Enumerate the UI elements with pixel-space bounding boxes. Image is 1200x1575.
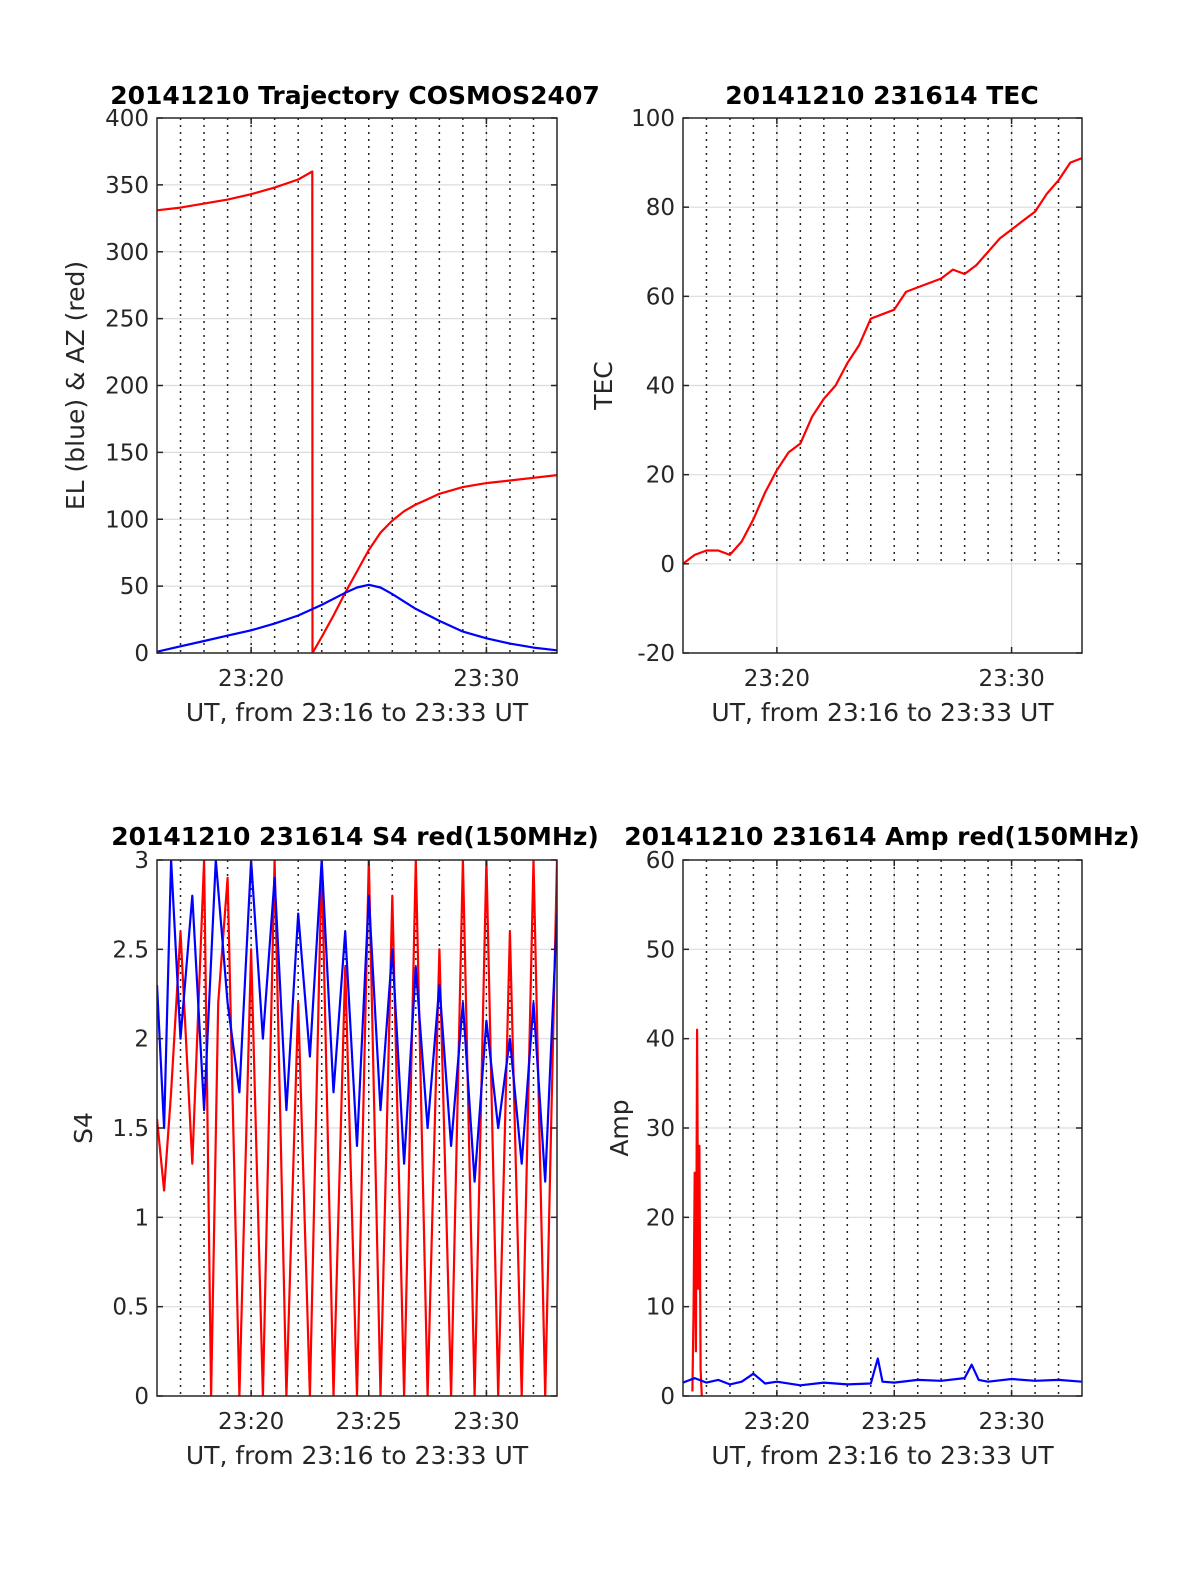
y-tick-label: 150	[105, 440, 149, 466]
y-tick-label: 40	[646, 1027, 675, 1053]
x-tick-label: 23:25	[336, 1409, 402, 1435]
y-tick-label: 100	[105, 507, 149, 533]
chart-s4: 0 0.5 1 1.5 2 2.5 3 23:20 23:25 23:30 20141210 231…	[69, 822, 599, 1470]
x-axis-label: UT, from 23:16 to 23:33 UT	[186, 1441, 529, 1470]
y-axis-label: TEC	[589, 361, 618, 411]
x-tick-label: 23:20	[744, 1409, 810, 1435]
y-tick-label: 2.5	[112, 937, 149, 963]
y-tick-label: 50	[646, 937, 675, 963]
y-tick-label: 300	[105, 240, 149, 266]
y-tick-label: 60	[646, 284, 675, 310]
y-axis-label: Amp	[605, 1099, 634, 1156]
chart-title: 20141210 231614 Amp red(150MHz)	[624, 822, 1140, 851]
y-tick-label: 0	[660, 1384, 675, 1410]
x-tick-label: 23:30	[978, 1409, 1044, 1435]
y-tick-label: 50	[120, 574, 149, 600]
y-axis-label: EL (blue) & AZ (red)	[61, 261, 90, 510]
y-tick-label: 0	[660, 552, 675, 578]
y-tick-label: 60	[646, 848, 675, 874]
y-tick-label: 10	[646, 1295, 675, 1321]
chart-title: 20141210 231614 TEC	[725, 81, 1038, 110]
x-tick-label: 23:25	[861, 1409, 927, 1435]
x-tick-label: 23:20	[744, 666, 810, 692]
y-tick-label: 350	[105, 173, 149, 199]
y-tick-label: 0.5	[112, 1295, 149, 1321]
chart-trajectory: 0 50 100 150 200 250 300 350 400 23:20 23:30 201412…	[61, 81, 600, 727]
x-tick-label: 23:30	[453, 666, 519, 692]
x-axis-label: UT, from 23:16 to 23:33 UT	[711, 698, 1054, 727]
chart-title: 20141210 Trajectory COSMOS2407	[110, 81, 600, 110]
chart-tec: -20 0 20 40 60 80 100 23:20 23:30 20141210 231614…	[589, 81, 1083, 727]
x-tick-label: 23:30	[453, 1409, 519, 1435]
x-axis-label: UT, from 23:16 to 23:33 UT	[711, 1441, 1054, 1470]
y-tick-label: 20	[646, 1205, 675, 1231]
y-tick-label: 1	[134, 1205, 149, 1231]
y-tick-label: 80	[646, 195, 675, 221]
y-tick-label: -20	[637, 641, 675, 667]
y-tick-label: 2	[134, 1027, 149, 1053]
y-tick-label: 30	[646, 1116, 675, 1142]
series-line	[157, 170, 557, 653]
y-tick-label: 250	[105, 307, 149, 333]
series-line	[683, 157, 1082, 565]
y-tick-label: 40	[646, 374, 675, 400]
x-axis-label: UT, from 23:16 to 23:33 UT	[186, 698, 529, 727]
y-tick-label: 0	[134, 1384, 149, 1410]
y-tick-label: 20	[646, 463, 675, 489]
y-tick-label: 200	[105, 374, 149, 400]
series-line	[157, 583, 557, 653]
x-tick-label: 23:20	[218, 666, 284, 692]
y-tick-label: 0	[134, 641, 149, 667]
y-tick-label: 400	[105, 106, 149, 132]
x-tick-label: 23:30	[978, 666, 1044, 692]
y-tick-label: 3	[134, 848, 149, 874]
y-tick-label: 1.5	[112, 1116, 149, 1142]
y-tick-label: 100	[631, 106, 675, 132]
series-line	[157, 860, 557, 1396]
chart-amp: 0 10 20 30 40 50 60 23:20 23:25 23:30 20141210 231…	[605, 822, 1140, 1470]
series-line	[691, 1028, 703, 1396]
chart-title: 20141210 231614 S4 red(150MHz)	[111, 822, 599, 851]
x-tick-label: 23:20	[218, 1409, 284, 1435]
series-line	[157, 860, 557, 1183]
series-line	[683, 1357, 1082, 1387]
y-axis-label: S4	[69, 1112, 98, 1144]
